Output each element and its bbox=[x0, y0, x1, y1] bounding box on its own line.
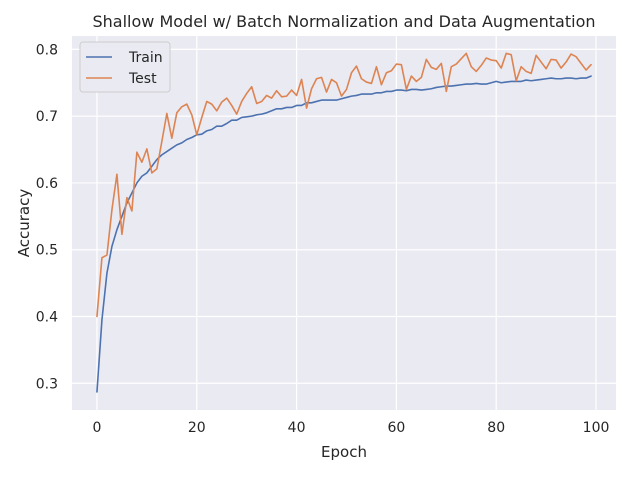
series-lines bbox=[96, 52, 592, 393]
legend: Train Test bbox=[79, 41, 171, 93]
x-tick-label: 100 bbox=[583, 420, 610, 436]
series-line-train bbox=[96, 75, 592, 393]
y-tick-label: 0.4 bbox=[36, 310, 58, 326]
x-tick-label: 60 bbox=[387, 420, 405, 436]
legend-label-test: Test bbox=[128, 71, 157, 87]
y-tick-label: 0.7 bbox=[36, 109, 58, 125]
y-tick-label: 0.6 bbox=[36, 176, 58, 192]
x-tick-label: 0 bbox=[92, 420, 101, 436]
y-axis-title: Accuracy bbox=[15, 189, 33, 258]
y-tick-label: 0.8 bbox=[36, 42, 58, 58]
tick-labels: 0 20 40 60 80 100 0.3 0.4 0.5 0.6 0.7 0.8 bbox=[36, 42, 610, 436]
legend-box bbox=[79, 41, 171, 93]
x-axis-title: Epoch bbox=[321, 443, 367, 461]
x-tick-label: 40 bbox=[288, 420, 306, 436]
series-line-test bbox=[96, 52, 592, 318]
grid-lines bbox=[72, 36, 616, 410]
y-tick-label: 0.3 bbox=[36, 376, 58, 392]
legend-label-train: Train bbox=[128, 50, 163, 66]
x-tick-label: 80 bbox=[487, 420, 505, 436]
y-tick-label: 0.5 bbox=[36, 243, 58, 259]
chart-title: Shallow Model w/ Batch Normalization and… bbox=[92, 12, 595, 31]
x-tick-label: 20 bbox=[188, 420, 206, 436]
